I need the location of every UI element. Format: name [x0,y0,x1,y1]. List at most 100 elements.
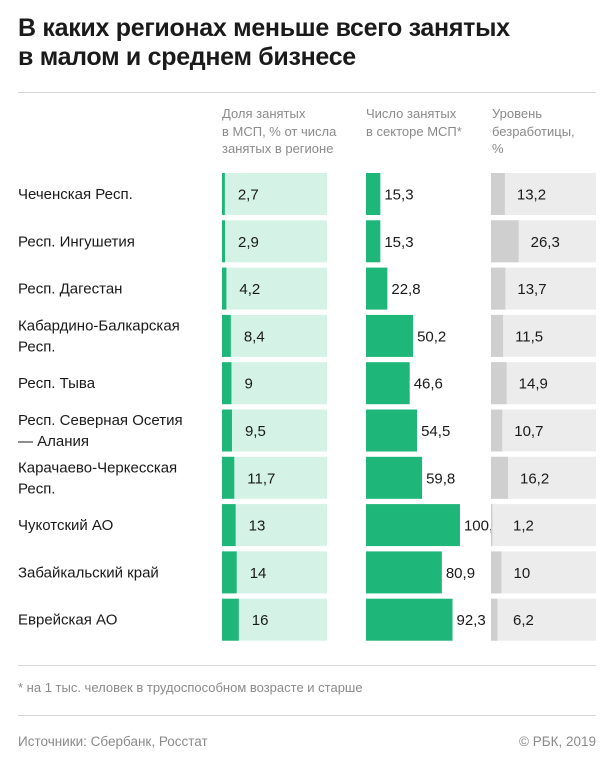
bar-background [222,362,327,405]
copyright-text: © РБК, 2019 [519,734,596,749]
value-label: 14 [250,565,267,582]
value-label: 9,5 [245,423,266,440]
category-label: Забайкальский край [18,564,159,581]
value-label: 15,3 [384,187,413,204]
bar [366,504,460,547]
bar-background [222,314,327,357]
value-label: 15,3 [384,234,413,251]
value-label: 2,9 [238,234,259,251]
value-label: 16,2 [520,470,549,487]
column-header-msp-share: Доля занятых в МСП, % от числа занятых в… [222,105,336,158]
value-label: 46,6 [414,376,443,393]
column-header-msp-share-line-3: занятых в регионе [222,141,334,156]
column-header-msp-count: Число занятых в секторе МСП* [366,105,462,140]
category-label: Респ. Дагестан [18,281,122,298]
value-label: 10 [514,565,531,582]
value-label: 54,5 [421,423,450,440]
value-label: 92,3 [457,612,486,629]
bar [222,598,239,641]
bar [222,362,232,405]
bar-background [491,267,596,310]
bar [491,409,503,452]
bar [222,409,232,452]
bar [222,504,236,547]
value-label: 22,8 [391,281,420,298]
bar [222,220,226,263]
value-label: 80,9 [446,565,475,582]
value-label: 8,4 [244,328,265,345]
value-label: 11,5 [515,328,543,345]
bar [491,173,505,215]
bar-background [491,173,596,215]
bar [366,220,381,263]
bar-background [222,504,327,547]
column-header-msp-count-line-1: Число занятых [366,106,457,121]
bar-background [222,551,327,594]
bar [222,456,235,499]
bar [222,267,227,310]
value-label: 13 [249,518,266,535]
value-label: 14,9 [519,376,548,393]
chart-title-line-2: в малом и среднем бизнесе [18,43,356,71]
category-label: Респ. Тыва [18,375,96,392]
chart-title-line-1: В каких регионах меньше всего занятых [18,14,510,42]
bar [491,267,506,310]
column-header-unemployment-line-2: безработицы, [492,123,575,139]
bar [366,362,410,405]
column-header-msp-count-line-2: в секторе МСП* [366,123,462,139]
bar-background [491,598,596,641]
bar [366,598,453,641]
value-label: 10,7 [514,423,543,440]
bar [366,173,381,215]
value-label: 13,7 [517,281,546,298]
bar-background [222,409,327,452]
category-label: Кабардино-Балкарская Респ. [18,317,180,355]
category-label: Респ. Северная Осетия — Алания [18,412,183,450]
value-label: 9 [244,376,252,393]
value-label: 16 [252,612,269,629]
bar [491,504,493,547]
bar [491,314,504,357]
bar [366,456,423,499]
value-label: 2,7 [238,187,259,204]
column-header-unemployment-line-3: % [492,141,504,156]
value-label: 13,2 [517,187,546,204]
value-label: 50,2 [417,328,446,345]
value-label: 4,2 [239,281,260,298]
value-label: 59,8 [426,470,455,487]
category-label: Чеченская Респ. [18,186,133,203]
column-header-unemployment: Уровень безработицы, % [492,105,575,158]
bar [491,362,507,405]
bar [491,456,509,499]
column-header-msp-share-line-2: в МСП, % от числа [222,123,337,139]
bar-background [491,362,596,405]
bar-background [222,220,327,263]
bar [491,598,498,641]
top-divider [18,92,596,93]
category-label: Карачаево-Черкесская Респ. [18,459,177,497]
value-label: 26,3 [531,234,560,251]
bar-background [491,409,596,452]
bar-background [491,456,596,499]
category-label: Еврейская АО [18,612,117,629]
bar [366,314,414,357]
value-label: 1,2 [513,518,534,535]
bar-background [491,551,596,594]
footnote-divider [18,665,596,666]
bar-background [491,314,596,357]
footnote: * на 1 тыс. человек в трудоспособном воз… [18,680,363,695]
source-text: Источники: Сбербанк, Росстат [18,734,208,749]
bar [222,314,231,357]
bar [366,409,418,452]
bottom-divider [18,715,596,716]
value-label: 11,7 [247,470,275,487]
bar-background [222,598,327,641]
bar-background [222,173,327,215]
category-label: Респ. Ингушетия [18,233,135,250]
bar-background [222,456,327,499]
chart-title: В каких регионах меньше всего занятых в … [18,14,598,72]
bar [491,551,502,594]
column-header-unemployment-line-1: Уровень [492,106,543,121]
bar-background [222,267,327,310]
